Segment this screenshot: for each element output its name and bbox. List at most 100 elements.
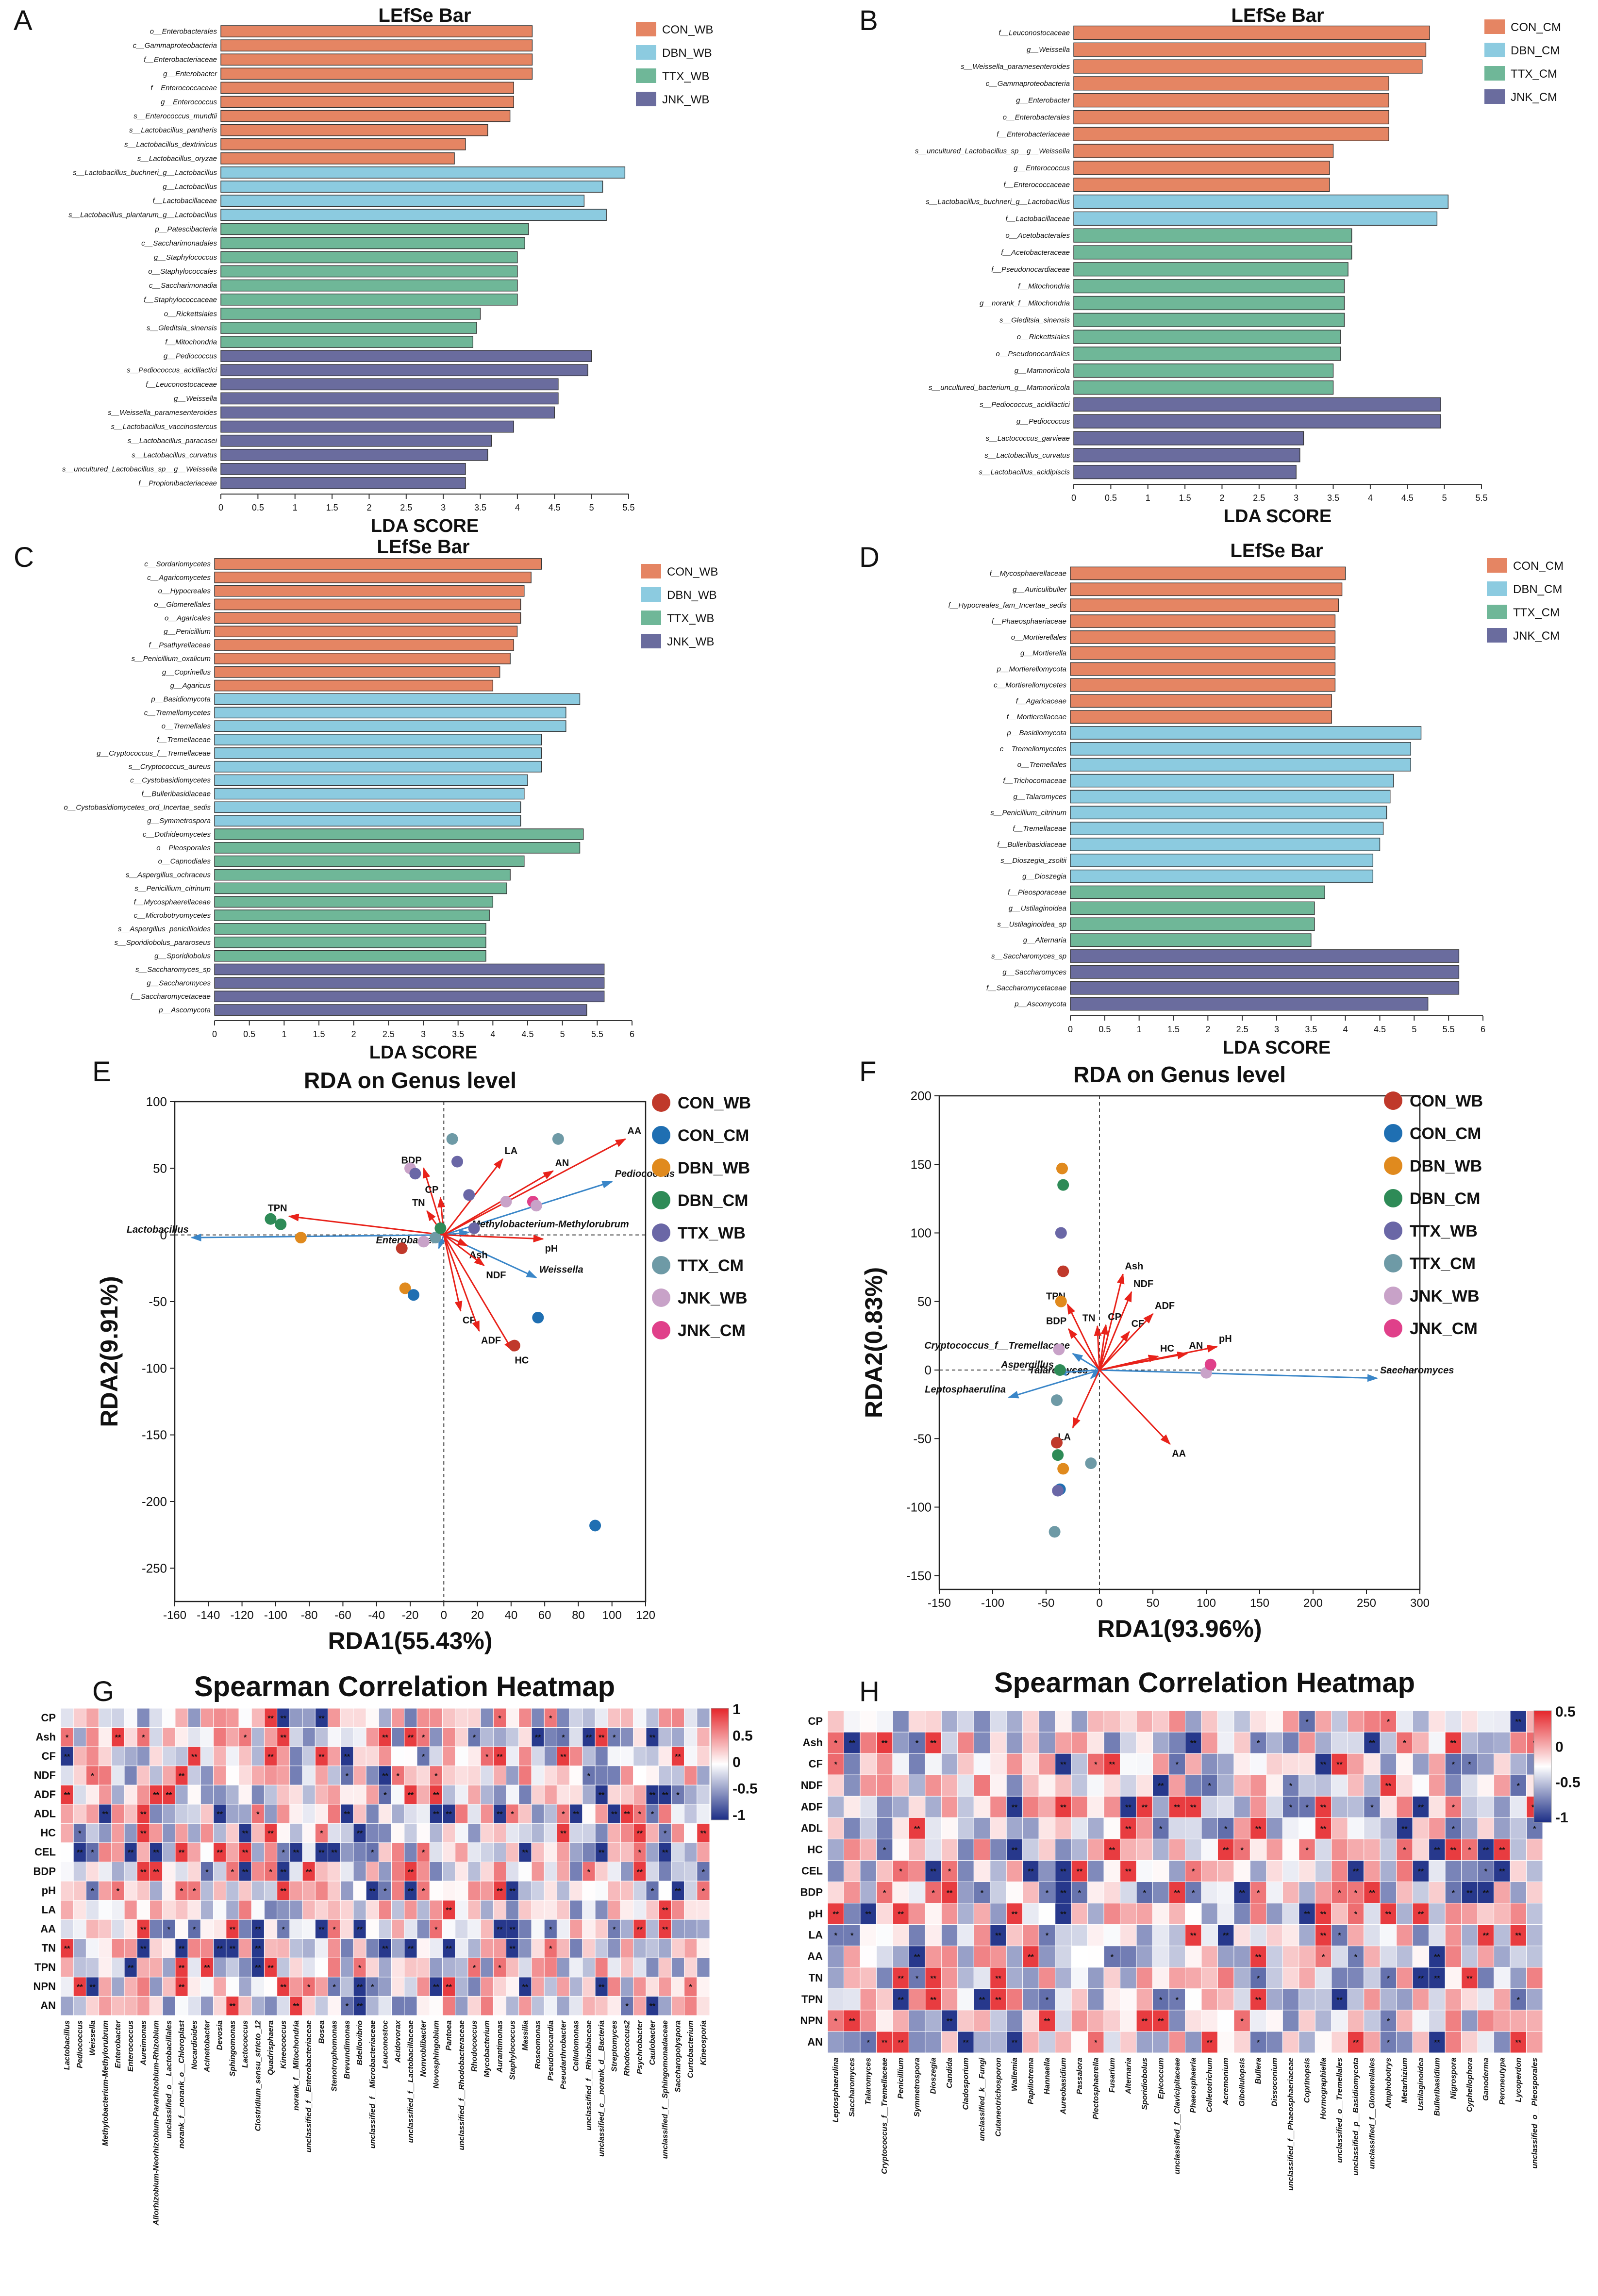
scale-tick-4: -1 bbox=[732, 1807, 746, 1823]
heat-cell bbox=[1266, 1774, 1283, 1797]
significance-mark: ** bbox=[1190, 1932, 1197, 1940]
heat-cell bbox=[1136, 1924, 1153, 1947]
heat-cell bbox=[973, 2031, 991, 2053]
row-label-15: AN bbox=[40, 1999, 56, 2012]
heat-cell bbox=[289, 1823, 303, 1843]
bar-label-5: g__Penicillium bbox=[164, 628, 211, 636]
heat-cell bbox=[582, 1977, 596, 1997]
heat-cell bbox=[1298, 1732, 1315, 1754]
heat-cell bbox=[416, 1996, 430, 2016]
heat-cell bbox=[595, 1900, 608, 1920]
legend-swatch-2 bbox=[1487, 605, 1507, 619]
heat-cell bbox=[607, 1862, 621, 1882]
y-tick-label-3: 50 bbox=[917, 1294, 932, 1309]
significance-mark: ** bbox=[1515, 2039, 1522, 2047]
heat-cell bbox=[973, 1838, 991, 1861]
env-label-12: AA bbox=[1172, 1449, 1186, 1459]
heat-cell bbox=[1087, 1967, 1104, 1989]
heat-cell bbox=[429, 1938, 443, 1958]
heat-cell bbox=[289, 1862, 303, 1882]
heat-cell bbox=[633, 1900, 647, 1920]
heat-cell bbox=[150, 1727, 163, 1747]
heat-cell bbox=[1445, 1817, 1462, 1839]
bar-label-26: f__Saccharomycetaceae bbox=[986, 984, 1066, 992]
heat-cell bbox=[315, 1957, 329, 1978]
heat-cell bbox=[697, 1957, 710, 1978]
column-label-13: Hannaella bbox=[1043, 2058, 1051, 2095]
heat-cell bbox=[200, 1881, 214, 1901]
heat-cell bbox=[1526, 1903, 1543, 1925]
heat-cell bbox=[480, 1862, 494, 1882]
significance-mark: * bbox=[91, 1849, 94, 1857]
bar-label-15: s__Cryptococcus_aureus bbox=[129, 763, 211, 771]
heat-cell bbox=[1461, 1924, 1478, 1947]
heat-cell bbox=[1477, 1774, 1495, 1797]
column-label-12: Papiliotrema bbox=[1027, 2058, 1035, 2104]
heat-cell bbox=[73, 1862, 86, 1882]
heat-cell bbox=[684, 1977, 698, 1997]
heat-cell bbox=[416, 1977, 430, 1997]
significance-mark: ** bbox=[637, 1830, 643, 1838]
heat-cell bbox=[1445, 1732, 1462, 1754]
heat-cell bbox=[990, 1753, 1007, 1775]
significance-mark: ** bbox=[1304, 1911, 1310, 1919]
heat-cell bbox=[1087, 1903, 1104, 1925]
significance-mark: ** bbox=[1499, 1867, 1505, 1876]
heat-cell bbox=[416, 1766, 430, 1785]
heat-cell bbox=[1461, 1946, 1478, 1968]
heat-cell bbox=[404, 1746, 417, 1767]
bar-16 bbox=[214, 774, 528, 786]
heat-cell bbox=[684, 1996, 698, 2016]
chart-title: LEfSe Bar bbox=[377, 536, 469, 558]
heat-cell bbox=[111, 1996, 125, 2016]
heat-cell bbox=[442, 1862, 456, 1882]
heat-cell bbox=[973, 1860, 991, 1882]
heat-cell bbox=[607, 1996, 621, 2016]
heat-cell bbox=[213, 1938, 227, 1958]
heat-cell bbox=[1168, 1860, 1185, 1882]
heat-cell bbox=[1120, 1710, 1137, 1733]
bar-4 bbox=[214, 612, 521, 624]
heat-cell bbox=[1233, 1860, 1250, 1882]
column-label-14: Aureobasidium bbox=[1059, 2058, 1067, 2114]
significance-mark: ** bbox=[662, 1849, 668, 1857]
heat-cell bbox=[442, 1708, 456, 1728]
significance-mark: ** bbox=[1060, 1803, 1066, 1812]
sample-point-8 bbox=[1051, 1437, 1063, 1449]
env-arrow-11 bbox=[443, 1235, 480, 1332]
heat-cell bbox=[925, 1796, 942, 1818]
y-tick-label-1: 150 bbox=[911, 1157, 932, 1172]
heat-cell bbox=[1022, 2010, 1039, 2032]
heat-cell bbox=[277, 1900, 290, 1920]
heat-cell bbox=[1006, 1860, 1023, 1882]
bar-label-8: s__Lactobacillus_dextrinicus bbox=[124, 140, 217, 149]
significance-mark: ** bbox=[408, 1734, 414, 1742]
bar-15 bbox=[1073, 279, 1345, 294]
bar-16 bbox=[220, 251, 518, 264]
column-label-19: unclassified_f__Enterobacteriaceae bbox=[305, 2020, 313, 2152]
heat-cell bbox=[941, 1817, 958, 1839]
heat-cell bbox=[251, 1766, 265, 1785]
heat-cell bbox=[1022, 2031, 1039, 2053]
heat-cell bbox=[238, 1746, 252, 1767]
plot-frame bbox=[938, 1095, 1421, 1590]
heat-cell bbox=[556, 1938, 570, 1958]
bar-10 bbox=[1073, 194, 1448, 209]
bar-1 bbox=[1073, 42, 1427, 57]
heat-cell bbox=[620, 1804, 634, 1824]
heat-cell bbox=[1364, 1903, 1381, 1925]
bar-20 bbox=[214, 828, 584, 840]
heat-cell bbox=[860, 1796, 877, 1818]
significance-mark: ** bbox=[662, 1926, 668, 1934]
heat-cell bbox=[1071, 1753, 1088, 1775]
bar-label-9: s__Lactobacillus_oryzae bbox=[137, 154, 217, 163]
heat-cell bbox=[1201, 1710, 1218, 1733]
species-label-1: Leptosphaerulina bbox=[925, 1385, 1006, 1395]
heat-cell bbox=[162, 1766, 176, 1785]
heat-cell bbox=[876, 1924, 893, 1947]
heat-cell bbox=[1510, 1710, 1527, 1733]
heat-cell bbox=[860, 1946, 877, 1968]
bar-label-2: f__Enterobacteriaceae bbox=[144, 56, 217, 64]
heat-cell bbox=[416, 1862, 430, 1882]
column-label-5: Enterococcus bbox=[127, 2020, 135, 2072]
